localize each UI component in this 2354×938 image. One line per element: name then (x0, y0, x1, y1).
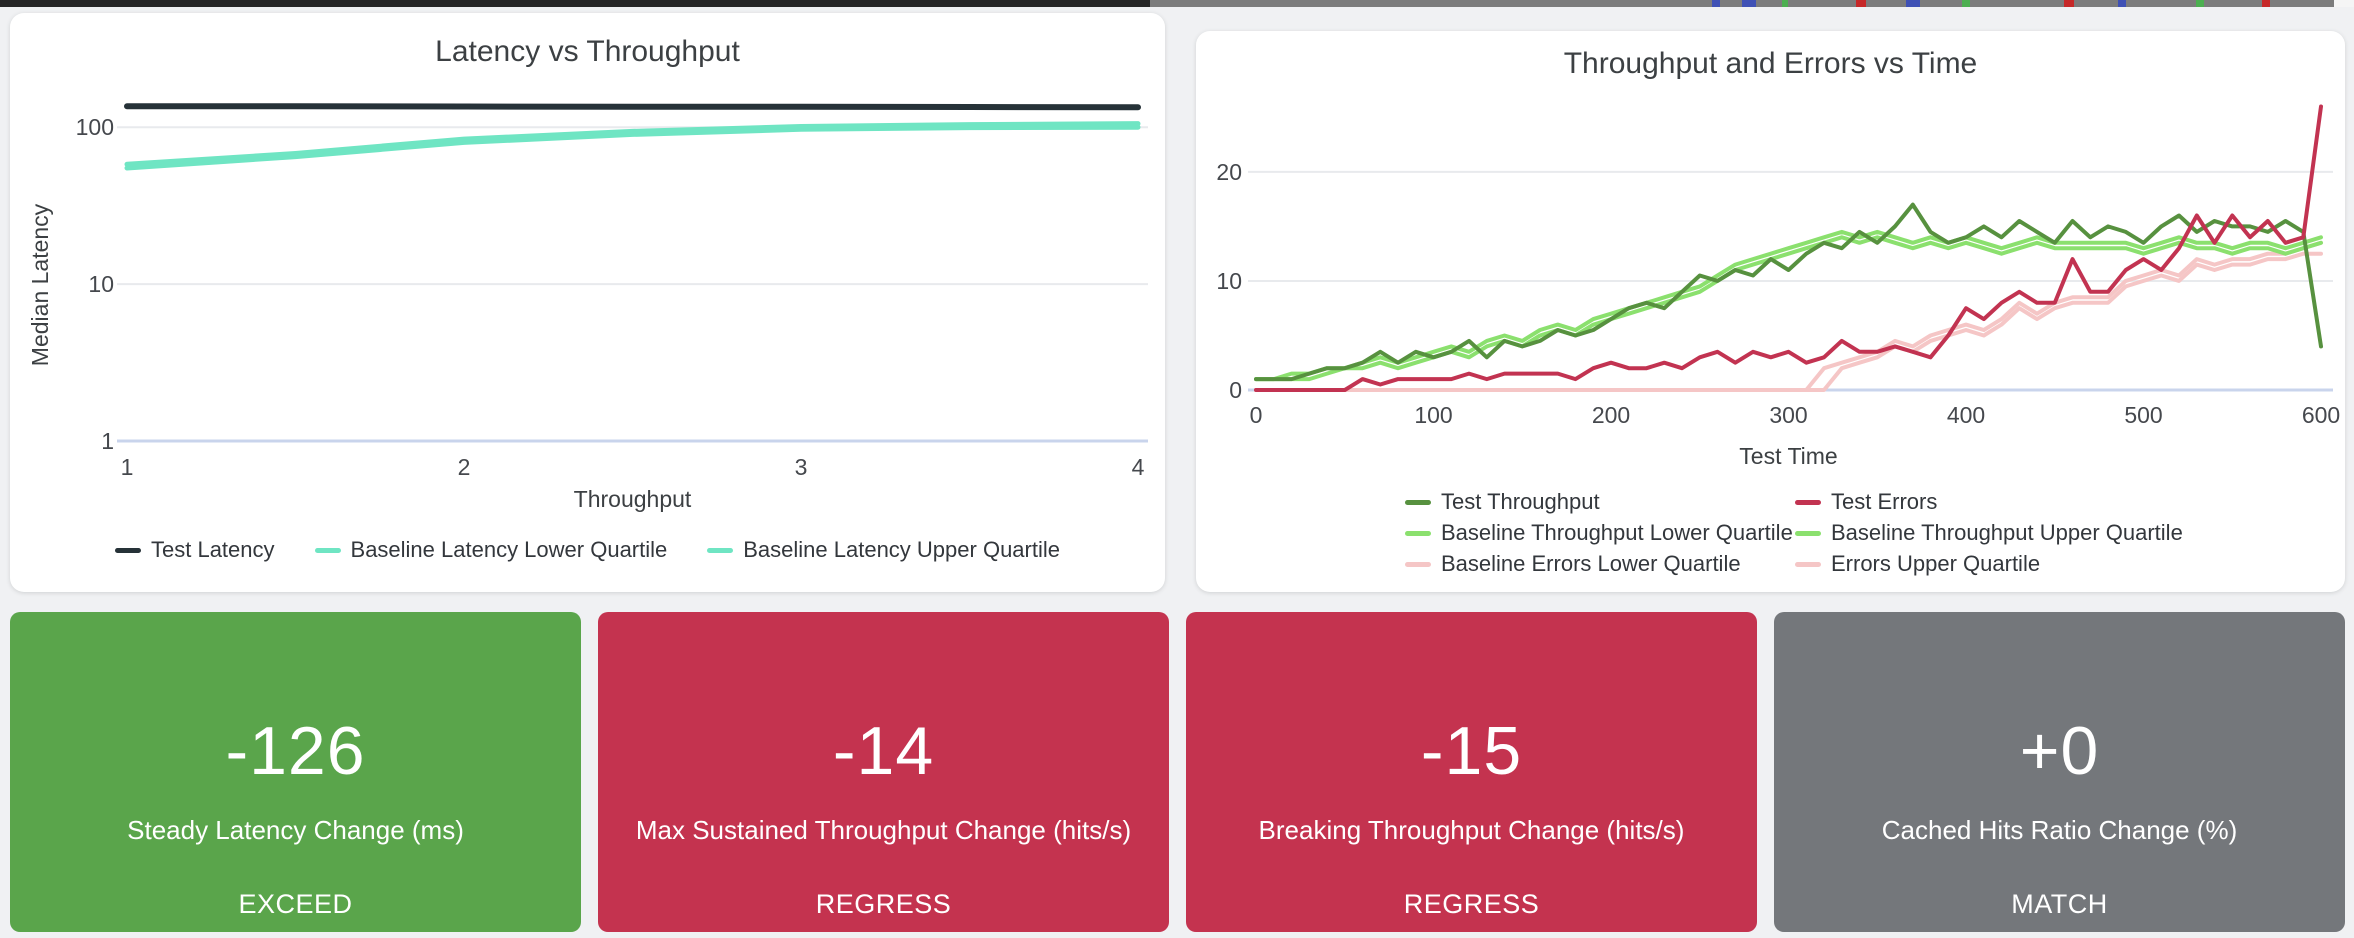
legend-label: Baseline Latency Upper Quartile (743, 537, 1060, 562)
legend-swatch-icon (115, 547, 141, 553)
legend-swatch-icon (1405, 561, 1431, 567)
legend-item: Baseline Latency Lower Quartile (314, 537, 668, 563)
status-badge: EXCEED (238, 889, 353, 919)
svg-text:300: 300 (1769, 402, 1807, 428)
legend-label: Test Throughput (1441, 489, 1600, 514)
legend-swatch-icon (314, 547, 341, 553)
legend-item: Test Latency (115, 537, 275, 563)
metric-card-cached-hits-ratio: +0 Cached Hits Ratio Change (%) MATCH (1774, 612, 2345, 932)
legend-item: Test Throughput (1405, 489, 1795, 515)
status-badge: REGRESS (1403, 889, 1540, 919)
svg-text:1: 1 (101, 428, 114, 454)
metric-card-breaking-throughput: -15 Breaking Throughput Change (hits/s) … (1186, 612, 1757, 932)
metric-card-steady-latency: -126 Steady Latency Change (ms) EXCEED (10, 612, 581, 932)
status-badge: MATCH (2011, 889, 2108, 919)
svg-text:4: 4 (1132, 454, 1145, 480)
metric-value: -126 (225, 713, 366, 789)
metric-label: Breaking Throughput Change (hits/s) (1258, 815, 1685, 845)
legend-swatch-icon (707, 547, 734, 553)
svg-text:600: 600 (2302, 402, 2340, 428)
latency-vs-throughput-card: Latency vs Throughput Median Latency 1 10… (10, 13, 1165, 592)
metric-label: Cached Hits Ratio Change (%) (1881, 815, 2238, 845)
legend-item: Baseline Errors Lower Quartile (1405, 551, 1795, 577)
clipped-top-content (0, 0, 2354, 7)
svg-text:2: 2 (458, 454, 471, 480)
svg-text:20: 20 (1216, 159, 1242, 185)
metric-value: +0 (2019, 713, 2100, 789)
legend-label: Baseline Throughput Lower Quartile (1441, 520, 1793, 545)
svg-text:3: 3 (795, 454, 808, 480)
legend-label: Baseline Errors Lower Quartile (1441, 551, 1741, 576)
legend-label: Test Errors (1831, 489, 1938, 514)
status-badge: REGRESS (815, 889, 952, 919)
svg-text:10: 10 (88, 271, 114, 297)
latency-chart-legend: Test Latency Baseline Latency Lower Quart… (10, 537, 1165, 563)
metric-value: -14 (832, 713, 935, 789)
svg-text:100: 100 (1414, 402, 1452, 428)
legend-swatch-icon (1795, 530, 1821, 536)
svg-text:0: 0 (1229, 377, 1242, 403)
tput-x-axis-title: Test Time (1739, 443, 1838, 469)
tput-chart-legend: Test Throughput Test Errors Baseline Throu… (1405, 489, 2183, 577)
svg-text:0: 0 (1250, 402, 1263, 428)
legend-label: Baseline Latency Lower Quartile (350, 537, 668, 562)
legend-item: Test Errors (1795, 489, 2183, 515)
metric-label: Steady Latency Change (ms) (127, 815, 464, 845)
metric-card-max-sustained-throughput: -14 Max Sustained Throughput Change (hit… (598, 612, 1169, 932)
legend-item: Baseline Throughput Lower Quartile (1405, 520, 1795, 546)
svg-text:1: 1 (121, 454, 134, 480)
svg-text:400: 400 (1947, 402, 1985, 428)
svg-text:200: 200 (1592, 402, 1630, 428)
legend-label: Errors Upper Quartile (1831, 551, 2041, 576)
latency-chart-canvas: 1 10 100 1 2 3 4 (76, 103, 1148, 480)
legend-item: Errors Upper Quartile (1795, 551, 2183, 577)
latency-chart-title: Latency vs Throughput (435, 35, 740, 68)
legend-item: Baseline Latency Upper Quartile (707, 537, 1060, 563)
tput-chart-title: Throughput and Errors vs Time (1563, 47, 1978, 80)
metric-value: -15 (1420, 713, 1523, 789)
latency-x-axis-title: Throughput (573, 486, 692, 512)
legend-item: Baseline Throughput Upper Quartile (1795, 520, 2183, 546)
metric-label: Max Sustained Throughput Change (hits/s) (635, 815, 1132, 845)
legend-swatch-icon (1795, 561, 1821, 567)
svg-text:10: 10 (1216, 268, 1242, 294)
legend-swatch-icon (1405, 530, 1431, 536)
legend-swatch-icon (1795, 499, 1821, 505)
legend-label: Test Latency (151, 537, 275, 562)
legend-swatch-icon (1405, 499, 1431, 505)
svg-text:500: 500 (2124, 402, 2162, 428)
legend-label: Baseline Throughput Upper Quartile (1831, 520, 2183, 545)
svg-text:100: 100 (76, 114, 114, 140)
metric-card-row: -126 Steady Latency Change (ms) EXCEED -… (0, 612, 2354, 938)
throughput-errors-vs-time-card: Throughput and Errors vs Time 0 10 20 0 100 2… (1196, 31, 2345, 592)
